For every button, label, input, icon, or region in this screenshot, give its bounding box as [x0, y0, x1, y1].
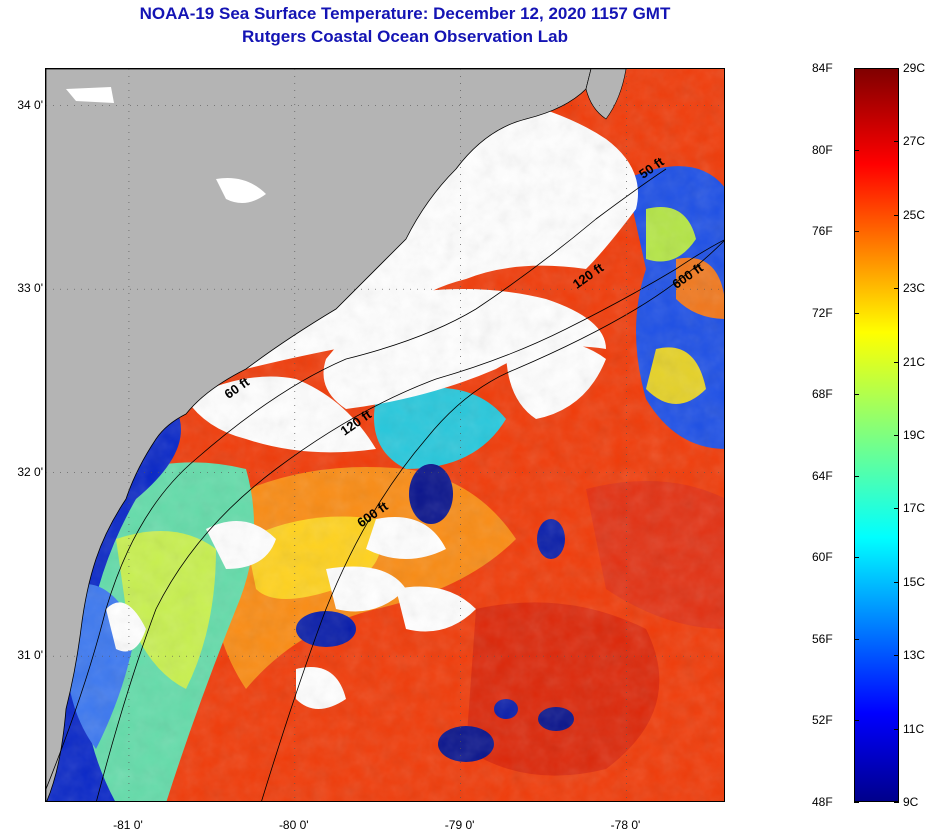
colorbar-tick — [894, 288, 899, 290]
sst-map: 50 ft 120 ft 600 ft 60 ft 120 ft 600 ft — [45, 68, 725, 802]
colorbar-tick — [894, 435, 899, 436]
colorbar-tick — [854, 557, 859, 559]
colorbar-tick — [894, 802, 899, 803]
colorbar-tick — [894, 141, 899, 143]
colorbar-f-label: 72F — [812, 305, 833, 320]
lon-tick-label: -79 0' — [444, 818, 475, 832]
colorbar-f-label: 48F — [812, 795, 833, 809]
colorbar-tick — [854, 475, 859, 477]
colorbar-tick — [854, 638, 859, 640]
land — [46, 69, 592, 801]
lon-tick-label: -78 0' — [610, 818, 641, 832]
map-subtitle: Rutgers Coastal Ocean Observation Lab — [242, 27, 568, 46]
cloud-over-land — [216, 178, 266, 203]
colorbar-f-label: 76F — [812, 224, 833, 239]
colorbar-c-label: 17C — [903, 501, 926, 516]
colorbar-c-label: 11C — [903, 721, 925, 736]
colorbar-tick — [854, 394, 859, 396]
colorbar-tick — [894, 581, 899, 583]
colorbar-tick — [894, 508, 899, 510]
colorbar-tick — [894, 68, 899, 69]
colorbar-tick — [854, 149, 859, 151]
lat-tick-label: 33 0' — [17, 281, 43, 296]
lat-tick-label: 32 0' — [17, 464, 43, 479]
temperature-colorbar — [854, 68, 899, 802]
colorbar-f-label: 68F — [812, 387, 833, 402]
colorbar-c-label: 15C — [903, 574, 926, 589]
isobath-50ft — [46, 168, 667, 790]
colorbar-gradient — [855, 69, 898, 801]
colorbar-f-label: 84F — [812, 61, 833, 75]
land — [585, 69, 627, 120]
colorbar-tick — [854, 802, 859, 803]
colorbar-tick — [854, 312, 859, 314]
colorbar-tick — [854, 720, 859, 722]
colorbar-tick — [894, 214, 899, 216]
isobath-120ft — [96, 239, 724, 801]
colorbar-tick — [894, 728, 899, 730]
colorbar-f-label: 56F — [812, 631, 833, 646]
cloud-over-land — [66, 87, 114, 103]
lon-tick-label: -81 0' — [113, 818, 143, 832]
colorbar-c-label: 27C — [903, 134, 926, 149]
colorbar-f-label: 64F — [812, 468, 833, 483]
colorbar-c-label: 25C — [903, 207, 926, 222]
colorbar-c-label: 21C — [903, 354, 926, 369]
lat-tick-label: 34 0' — [17, 97, 43, 112]
colorbar-c-label: 29C — [903, 61, 926, 75]
colorbar-c-label: 9C — [903, 795, 919, 809]
isobath-600ft — [261, 240, 724, 801]
colorbar-f-label: 80F — [812, 142, 833, 157]
colorbar-tick — [894, 655, 899, 657]
colorbar-f-label: 60F — [812, 550, 833, 565]
colorbar-c-label: 19C — [903, 428, 926, 442]
lat-tick-label: 31 0' — [17, 648, 43, 663]
colorbar-f-label: 52F — [812, 713, 833, 728]
lon-tick-label: -80 0' — [278, 818, 309, 832]
map-title: NOAA-19 Sea Surface Temperature: Decembe… — [139, 4, 671, 23]
colorbar-tick — [894, 361, 899, 363]
colorbar-tick — [854, 231, 859, 233]
colorbar-tick — [854, 68, 859, 69]
colorbar-c-label: 13C — [903, 648, 926, 663]
colorbar-c-label: 23C — [903, 281, 926, 296]
